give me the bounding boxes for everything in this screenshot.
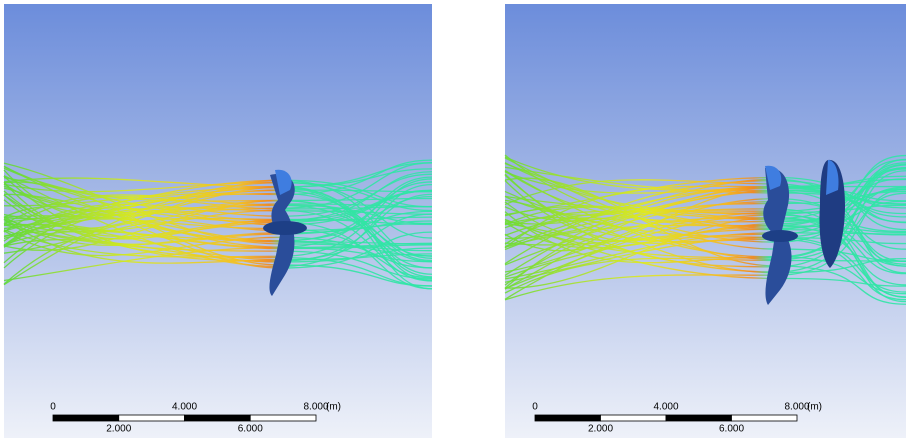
scale-label: 2.000 xyxy=(588,424,613,435)
scale-segment xyxy=(53,415,119,421)
scale-label: 4.000 xyxy=(653,402,678,413)
scale-unit: (m) xyxy=(807,402,822,413)
scale-segment xyxy=(250,415,316,421)
scale-label: 6.000 xyxy=(238,424,263,435)
scale-label: 0 xyxy=(532,402,538,413)
scale-segment xyxy=(535,415,601,421)
scale-label: 0 xyxy=(50,402,56,413)
page: 04.0008.000(m)2.0006.000 04.0008.000(m)2… xyxy=(0,0,908,442)
scale-label: 4.000 xyxy=(172,402,197,413)
scale-label: 2.000 xyxy=(106,424,131,435)
scale-segment xyxy=(119,415,185,421)
scale-segment xyxy=(666,415,732,421)
scale-unit: (m) xyxy=(326,402,341,413)
scale-segment xyxy=(185,415,251,421)
scale-label: 6.000 xyxy=(719,424,744,435)
scale-segment xyxy=(601,415,667,421)
screenshot: 04.0008.000(m)2.0006.000 04.0008.000(m)2… xyxy=(0,0,908,442)
scale-segment xyxy=(732,415,798,421)
